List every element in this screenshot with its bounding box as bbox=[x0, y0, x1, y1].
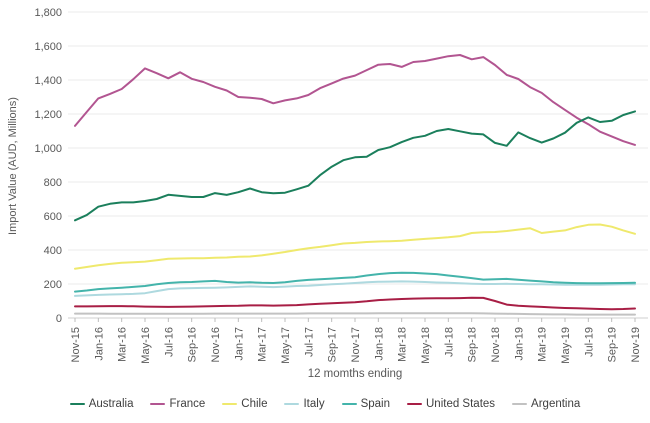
series-line-australia bbox=[74, 110, 636, 222]
legend-label-spain: Spain bbox=[360, 398, 390, 410]
x-tick-label: Jan-17 bbox=[233, 327, 245, 361]
legend-label-argentina: Argentina bbox=[531, 398, 581, 410]
legend-swatch-spain bbox=[341, 402, 357, 406]
legend-item-chile: Chile bbox=[222, 398, 267, 410]
y-axis-title: Import Value (AUD, Millions) bbox=[7, 97, 19, 235]
legend-swatch-australia bbox=[69, 402, 85, 406]
legend-swatch-france bbox=[150, 402, 166, 406]
y-tick-label: 0 bbox=[56, 313, 62, 325]
series-line-chile bbox=[74, 223, 636, 270]
legend-item-spain: Spain bbox=[341, 398, 390, 410]
x-tick-label: Nov-17 bbox=[350, 327, 362, 362]
x-tick-label: Jul-19 bbox=[583, 327, 595, 357]
y-tick-label: 1,600 bbox=[34, 41, 62, 53]
y-tick-label: 400 bbox=[44, 245, 62, 257]
series-line-france bbox=[74, 54, 636, 146]
series-line-argentina bbox=[74, 312, 636, 316]
y-tick-labels: 0 200 400 600 800 1,000 1,200 1,400 1,600 1,800 bbox=[34, 7, 62, 325]
legend-item-australia: Australia bbox=[69, 398, 134, 410]
legend-label-france: France bbox=[169, 398, 206, 410]
x-tick-label: Sep-19 bbox=[607, 327, 619, 362]
legend-item-france: France bbox=[150, 398, 205, 410]
x-tick-label: Jan-16 bbox=[93, 327, 105, 361]
x-tick-label: Sep-16 bbox=[187, 327, 199, 362]
x-tick-label: May-17 bbox=[280, 327, 292, 364]
x-tick-label: Jul-16 bbox=[163, 327, 175, 357]
x-tick-label: Nov-15 bbox=[70, 327, 82, 362]
x-tick-label: Mar-19 bbox=[537, 327, 549, 362]
y-tick-label: 800 bbox=[44, 177, 62, 189]
x-tick-label: Mar-18 bbox=[397, 327, 409, 362]
legend-label-italy: Italy bbox=[303, 398, 325, 410]
x-tick-label: Mar-16 bbox=[117, 327, 129, 362]
x-tick-label: Jul-17 bbox=[303, 327, 315, 357]
x-tick-label: Jul-18 bbox=[443, 327, 455, 357]
line-chart-canvas: 0 200 400 600 800 1,000 1,200 1,400 1,600 1,800 No… bbox=[34, 7, 648, 364]
legend-item-italy: Italy bbox=[284, 398, 325, 410]
series-line-spain bbox=[74, 271, 636, 293]
y-tick-label: 1,200 bbox=[34, 109, 62, 121]
series-lines bbox=[74, 54, 636, 316]
legend-item-argentina: Argentina bbox=[512, 398, 580, 410]
chart-legend: Australia France Chile Italy Spain United Sta… bbox=[0, 398, 650, 410]
legend-swatch-united-states bbox=[407, 402, 422, 406]
x-tick-label: Sep-17 bbox=[327, 327, 339, 362]
x-tick-label: Nov-18 bbox=[490, 327, 502, 362]
y-tick-label: 1,400 bbox=[34, 75, 62, 87]
legend-label-australia: Australia bbox=[88, 398, 134, 410]
legend-swatch-argentina bbox=[512, 402, 528, 406]
x-tick-labels: Nov-15 Jan-16 Mar-16 May-16 Jul-16 Sep-16 Nov-… bbox=[70, 318, 642, 364]
x-tick-label: Jan-18 bbox=[373, 327, 385, 361]
legend-swatch-chile bbox=[222, 402, 238, 406]
x-tick-label: Jan-19 bbox=[513, 327, 525, 361]
series-line-united-states bbox=[74, 296, 636, 311]
x-tick-label: May-18 bbox=[420, 327, 432, 364]
x-tick-label: Nov-19 bbox=[630, 327, 642, 362]
legend-label-chile: Chile bbox=[241, 398, 268, 410]
x-tick-label: Mar-17 bbox=[257, 327, 269, 362]
x-tick-label: May-16 bbox=[140, 327, 152, 364]
legend-swatch-italy bbox=[284, 402, 300, 406]
y-tick-label: 1,800 bbox=[34, 7, 62, 19]
x-tick-label: May-19 bbox=[560, 327, 572, 364]
x-tick-label: Sep-18 bbox=[467, 327, 479, 362]
y-tick-label: 600 bbox=[44, 211, 62, 223]
x-axis-title: 12 momths ending bbox=[307, 368, 403, 380]
y-tick-label: 200 bbox=[44, 279, 62, 291]
gridlines bbox=[68, 11, 648, 319]
series-line-italy bbox=[74, 280, 636, 297]
legend-item-united-states: United States bbox=[407, 398, 495, 410]
legend-label-united-states: United States bbox=[426, 398, 496, 410]
x-tick-label: Nov-16 bbox=[210, 327, 222, 362]
y-tick-label: 1,000 bbox=[34, 143, 62, 155]
